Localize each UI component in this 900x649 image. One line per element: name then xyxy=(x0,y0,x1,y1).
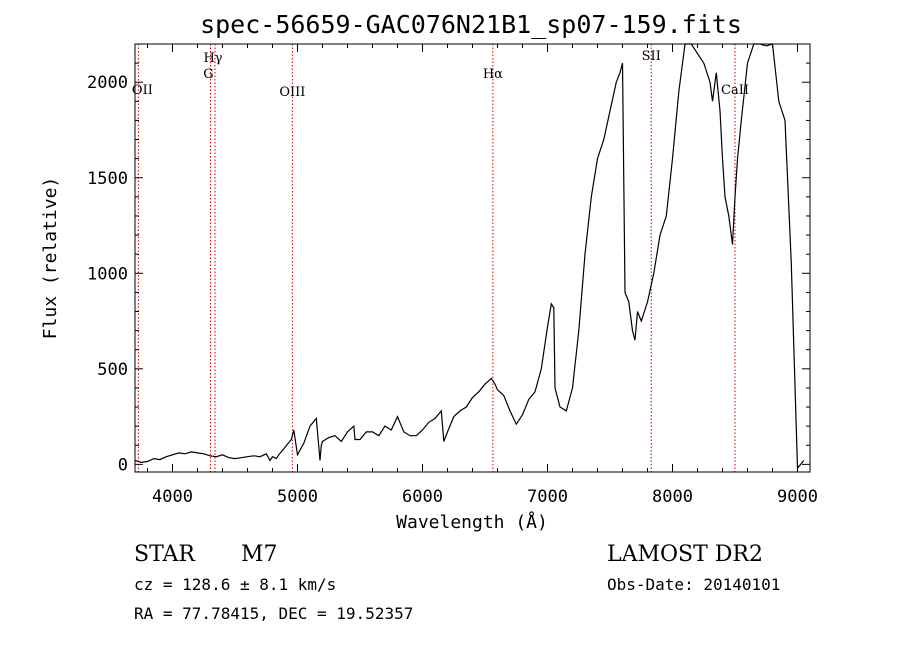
plot-frame xyxy=(134,43,811,473)
y-tick-label-0: 0 xyxy=(118,455,128,475)
spectrum-line-0 xyxy=(134,43,805,470)
line-marker-label-3: OIII xyxy=(279,85,305,100)
obs-date-text: Obs-Date: 20140101 xyxy=(607,575,780,594)
x-tick-label-0: 4000 xyxy=(152,487,193,507)
line-marker-label-4: Hα xyxy=(483,67,503,82)
survey-label: LAMOST DR2 xyxy=(607,542,763,567)
redshift-text: cz = 128.6 ± 8.1 km/s xyxy=(134,575,336,594)
line-marker-label-1: Hγ xyxy=(203,51,222,66)
subclass-label: M7 xyxy=(241,542,278,567)
axis-ticks: 4000 5000 6000 7000 8000 9000 0 500 1000 1500 2000 xyxy=(87,43,818,507)
x-tick-label-4: 8000 xyxy=(652,487,693,507)
class-label: STAR xyxy=(134,542,196,567)
y-axis-label: Flux (relative) xyxy=(40,177,61,340)
x-tick-label-2: 6000 xyxy=(402,487,443,507)
plot-area xyxy=(134,43,805,470)
chart-title: spec-56659-GAC076N21B1_sp07-159.fits xyxy=(200,10,742,39)
line-marker-label-6: CaII xyxy=(721,83,749,98)
x-tick-label-5: 9000 xyxy=(777,487,818,507)
y-tick-label-3: 1500 xyxy=(87,169,128,189)
emission-line-markers: OII HγG OIII Hα SII CaII xyxy=(132,44,749,472)
line-marker-label-0: OII xyxy=(132,83,153,98)
line-marker-label-5: SII xyxy=(642,49,661,64)
y-tick-label-1: 500 xyxy=(97,360,128,380)
line-marker-label-2: G xyxy=(203,67,213,82)
x-tick-label-3: 7000 xyxy=(527,487,568,507)
x-tick-label-1: 5000 xyxy=(277,487,318,507)
coordinates-text: RA = 77.78415, DEC = 19.52357 xyxy=(134,604,413,623)
y-tick-label-2: 1000 xyxy=(87,264,128,284)
y-tick-label-4: 2000 xyxy=(87,73,128,93)
x-axis-label: Wavelength (Å) xyxy=(396,511,548,533)
